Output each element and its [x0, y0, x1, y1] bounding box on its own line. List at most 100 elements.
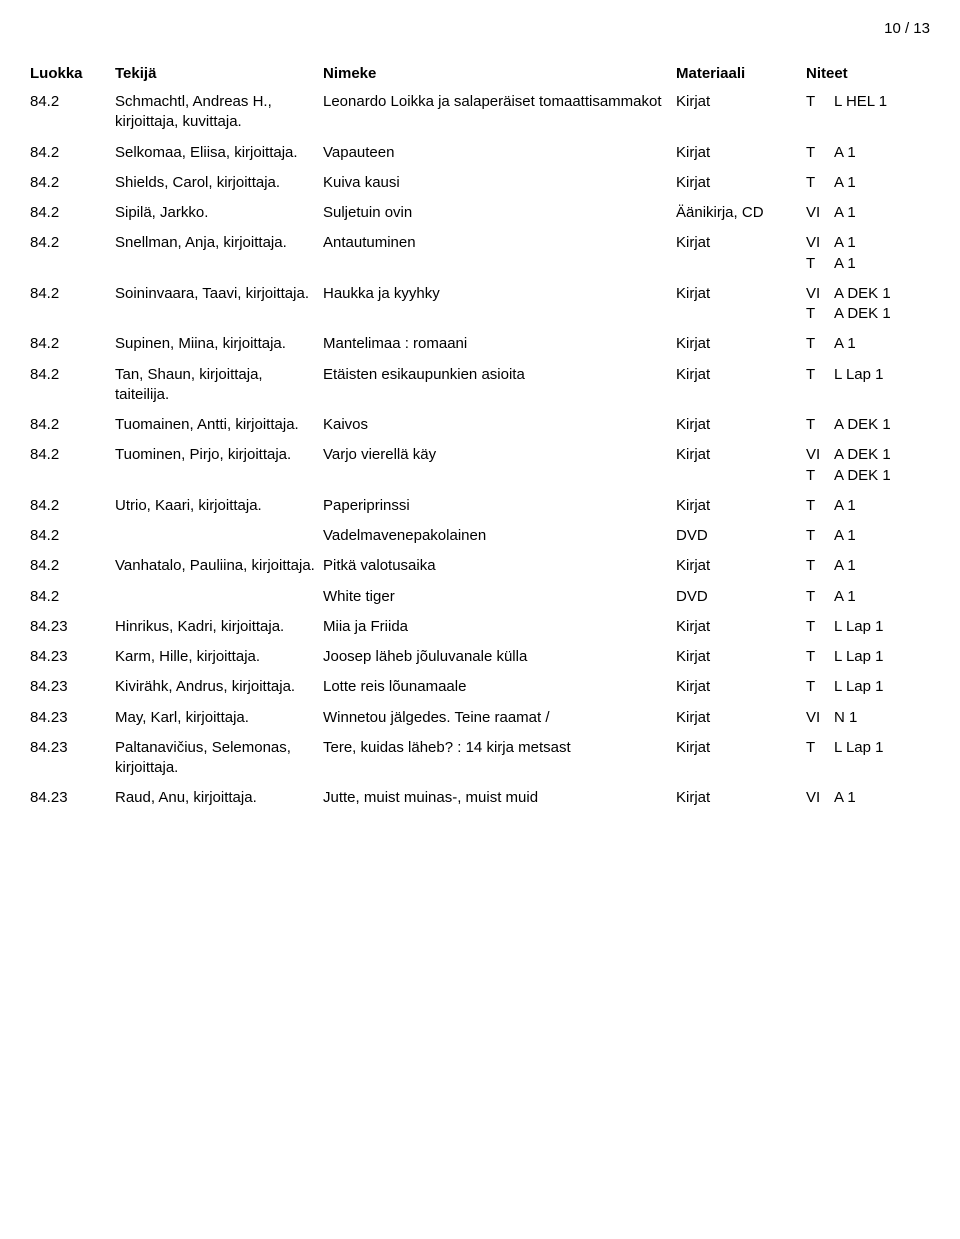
nite-line: TA 1 [806, 556, 946, 576]
cell-nimeke: Joosep läheb jõuluvanale külla [323, 647, 676, 667]
header-niteet: Niteet [806, 65, 946, 82]
cell-nimeke: Leonardo Loikka ja salaperäiset tomaatti… [323, 92, 676, 133]
table-row: 84.23May, Karl, kirjoittaja.Winnetou jäl… [30, 708, 930, 728]
cell-nimeke: Pitkä valotusaika [323, 556, 676, 576]
cell-tekija [115, 587, 323, 607]
table-row: 84.23Karm, Hille, kirjoittaja.Joosep läh… [30, 647, 930, 667]
table-row: 84.2Utrio, Kaari, kirjoittaja.Paperiprin… [30, 496, 930, 516]
cell-materiaali: Kirjat [676, 708, 806, 728]
cell-materiaali: DVD [676, 587, 806, 607]
cell-luokka: 84.2 [30, 203, 115, 223]
table-row: 84.23Raud, Anu, kirjoittaja.Jutte, muist… [30, 788, 930, 808]
cell-nimeke: Paperiprinssi [323, 496, 676, 516]
cell-niteet: VIA 1 [806, 788, 946, 808]
nite-line: VIA 1 [806, 788, 946, 808]
nite-code: T [806, 466, 834, 486]
nite-value: N 1 [834, 708, 946, 728]
table-row: 84.23Paltanavičius, Selemonas, kirjoitta… [30, 738, 930, 779]
cell-niteet: TA DEK 1 [806, 415, 946, 435]
cell-nimeke: Varjo vierellä käy [323, 445, 676, 486]
nite-value: A DEK 1 [834, 415, 946, 435]
cell-luokka: 84.23 [30, 708, 115, 728]
cell-tekija: Supinen, Miina, kirjoittaja. [115, 334, 323, 354]
table-row: 84.2Selkomaa, Eliisa, kirjoittaja.Vapaut… [30, 143, 930, 163]
table-row: 84.2Schmachtl, Andreas H., kirjoittaja, … [30, 92, 930, 133]
nite-value: A 1 [834, 496, 946, 516]
cell-nimeke: Winnetou jälgedes. Teine raamat / [323, 708, 676, 728]
nite-line: TL Lap 1 [806, 677, 946, 697]
cell-luokka: 84.2 [30, 233, 115, 274]
nite-code: VI [806, 788, 834, 808]
cell-materiaali: Kirjat [676, 677, 806, 697]
nite-line: TA 1 [806, 526, 946, 546]
nite-code: T [806, 92, 834, 112]
cell-luokka: 84.2 [30, 587, 115, 607]
nite-code: T [806, 304, 834, 324]
cell-tekija: Karm, Hille, kirjoittaja. [115, 647, 323, 667]
nite-code: T [806, 415, 834, 435]
cell-niteet: VIA DEK 1TA DEK 1 [806, 284, 946, 325]
cell-niteet: VIA 1 [806, 203, 946, 223]
page-number: 10 / 13 [30, 20, 930, 37]
cell-luokka: 84.2 [30, 415, 115, 435]
cell-niteet: TA 1 [806, 496, 946, 516]
nite-line: TL HEL 1 [806, 92, 946, 112]
cell-tekija: Paltanavičius, Selemonas, kirjoittaja. [115, 738, 323, 779]
table-row: 84.2VadelmavenepakolainenDVDTA 1 [30, 526, 930, 546]
nite-line: VIA 1 [806, 233, 946, 253]
nite-value: A 1 [834, 788, 946, 808]
cell-tekija: Tan, Shaun, kirjoittaja, taiteilija. [115, 365, 323, 406]
cell-niteet: TA 1 [806, 173, 946, 193]
cell-tekija: Tuominen, Pirjo, kirjoittaja. [115, 445, 323, 486]
cell-nimeke: Tere, kuidas läheb? : 14 kirja metsast [323, 738, 676, 779]
nite-code: VI [806, 233, 834, 253]
nite-code: T [806, 526, 834, 546]
cell-materiaali: Kirjat [676, 143, 806, 163]
nite-line: TA DEK 1 [806, 415, 946, 435]
nite-line: TA DEK 1 [806, 304, 946, 324]
cell-niteet: TL HEL 1 [806, 92, 946, 133]
cell-tekija: Raud, Anu, kirjoittaja. [115, 788, 323, 808]
cell-nimeke: White tiger [323, 587, 676, 607]
cell-tekija: Sipilä, Jarkko. [115, 203, 323, 223]
cell-luokka: 84.23 [30, 738, 115, 779]
cell-materiaali: Kirjat [676, 365, 806, 406]
table-row: 84.23Kivirähk, Andrus, kirjoittaja.Lotte… [30, 677, 930, 697]
cell-niteet: VIA DEK 1TA DEK 1 [806, 445, 946, 486]
cell-materiaali: Kirjat [676, 617, 806, 637]
table-row: 84.2Tuomainen, Antti, kirjoittaja.Kaivos… [30, 415, 930, 435]
nite-line: TA 1 [806, 254, 946, 274]
nite-code: T [806, 143, 834, 163]
cell-materiaali: Kirjat [676, 738, 806, 779]
nite-line: TL Lap 1 [806, 617, 946, 637]
nite-code: T [806, 677, 834, 697]
cell-materiaali: Kirjat [676, 496, 806, 516]
cell-materiaali: Kirjat [676, 173, 806, 193]
table-row: 84.2White tigerDVDTA 1 [30, 587, 930, 607]
cell-materiaali: Kirjat [676, 788, 806, 808]
cell-materiaali: Kirjat [676, 445, 806, 486]
table-row: 84.2Supinen, Miina, kirjoittaja.Mantelim… [30, 334, 930, 354]
cell-nimeke: Kaivos [323, 415, 676, 435]
cell-niteet: TL Lap 1 [806, 738, 946, 779]
nite-line: TA 1 [806, 143, 946, 163]
cell-materiaali: Kirjat [676, 415, 806, 435]
cell-luokka: 84.23 [30, 647, 115, 667]
nite-line: TA DEK 1 [806, 466, 946, 486]
cell-luokka: 84.2 [30, 365, 115, 406]
cell-materiaali: Kirjat [676, 556, 806, 576]
cell-nimeke: Haukka ja kyyhky [323, 284, 676, 325]
cell-luokka: 84.2 [30, 445, 115, 486]
cell-niteet: TA 1 [806, 587, 946, 607]
nite-line: VIA 1 [806, 203, 946, 223]
cell-tekija: Tuomainen, Antti, kirjoittaja. [115, 415, 323, 435]
cell-niteet: TA 1 [806, 143, 946, 163]
nite-line: TL Lap 1 [806, 365, 946, 385]
cell-niteet: TA 1 [806, 334, 946, 354]
nite-value: A DEK 1 [834, 466, 946, 486]
table-header: Luokka Tekijä Nimeke Materiaali Niteet [30, 65, 930, 82]
cell-tekija: Snellman, Anja, kirjoittaja. [115, 233, 323, 274]
cell-luokka: 84.23 [30, 677, 115, 697]
header-nimeke: Nimeke [323, 65, 676, 82]
nite-code: VI [806, 708, 834, 728]
